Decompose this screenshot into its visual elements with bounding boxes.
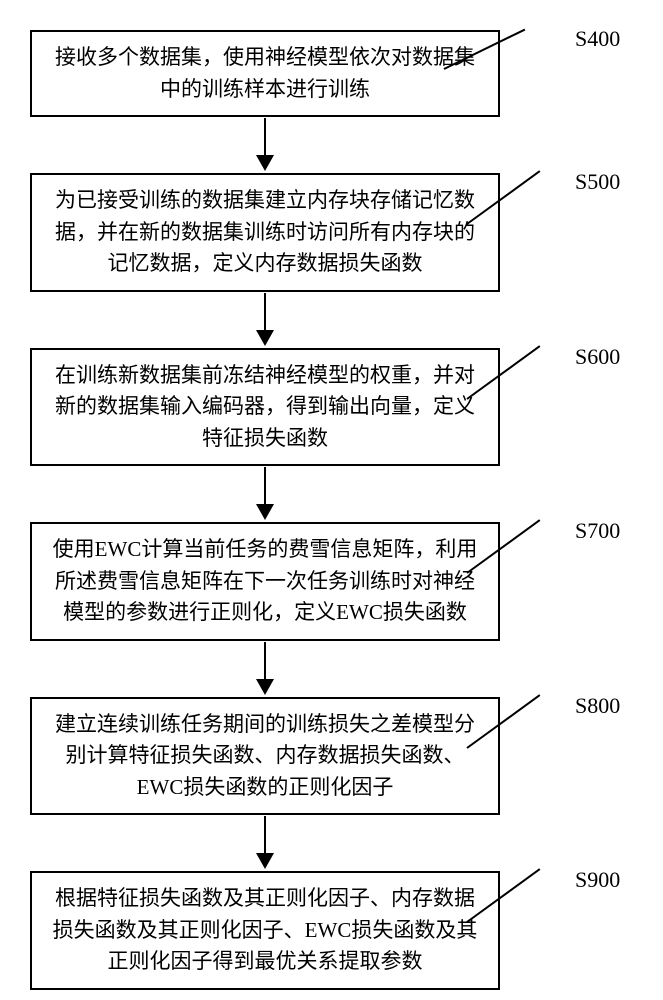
arrow-head-icon xyxy=(256,155,274,171)
arrow-down xyxy=(30,466,500,522)
step-label: S400 xyxy=(575,26,620,52)
arrow-head-icon xyxy=(256,504,274,520)
arrow-down xyxy=(30,641,500,697)
flowchart-node: 根据特征损失函数及其正则化因子、内存数据损失函数及其正则化因子、EWC损失函数及… xyxy=(30,871,500,990)
flowchart-node: 建立连续训练任务期间的训练损失之差模型分别计算特征损失函数、内存数据损失函数、E… xyxy=(30,697,500,816)
flowchart-step-n1: 为已接受训练的数据集建立内存块存储记忆数据，并在新的数据集训练时访问所有内存块的… xyxy=(30,173,633,292)
arrow-head-icon xyxy=(256,679,274,695)
arrow-down xyxy=(30,815,500,871)
flowchart-step-n2: 在训练新数据集前冻结神经模型的权重，并对新的数据集输入编码器，得到输出向量，定义… xyxy=(30,348,633,467)
step-label: S500 xyxy=(575,169,620,195)
arrow-head-icon xyxy=(256,853,274,869)
flowchart-container: 接收多个数据集，使用神经模型依次对数据集中的训练样本进行训练S400 为已接受训练… xyxy=(30,30,633,990)
flowchart-step-n0: 接收多个数据集，使用神经模型依次对数据集中的训练样本进行训练S400 xyxy=(30,30,633,117)
arrow-down xyxy=(30,292,500,348)
arrow-head-icon xyxy=(256,330,274,346)
step-label: S600 xyxy=(575,344,620,370)
flowchart-node: 接收多个数据集，使用神经模型依次对数据集中的训练样本进行训练 xyxy=(30,30,500,117)
flowchart-node: 使用EWC计算当前任务的费雪信息矩阵，利用所述费雪信息矩阵在下一次任务训练时对神… xyxy=(30,522,500,641)
arrow-down xyxy=(30,117,500,173)
flowchart-node: 在训练新数据集前冻结神经模型的权重，并对新的数据集输入编码器，得到输出向量，定义… xyxy=(30,348,500,467)
flowchart-step-n3: 使用EWC计算当前任务的费雪信息矩阵，利用所述费雪信息矩阵在下一次任务训练时对神… xyxy=(30,522,633,641)
flowchart-step-n5: 根据特征损失函数及其正则化因子、内存数据损失函数及其正则化因子、EWC损失函数及… xyxy=(30,871,633,990)
step-label: S700 xyxy=(575,518,620,544)
step-label: S900 xyxy=(575,867,620,893)
step-label: S800 xyxy=(575,693,620,719)
flowchart-node: 为已接受训练的数据集建立内存块存储记忆数据，并在新的数据集训练时访问所有内存块的… xyxy=(30,173,500,292)
flowchart-step-n4: 建立连续训练任务期间的训练损失之差模型分别计算特征损失函数、内存数据损失函数、E… xyxy=(30,697,633,816)
